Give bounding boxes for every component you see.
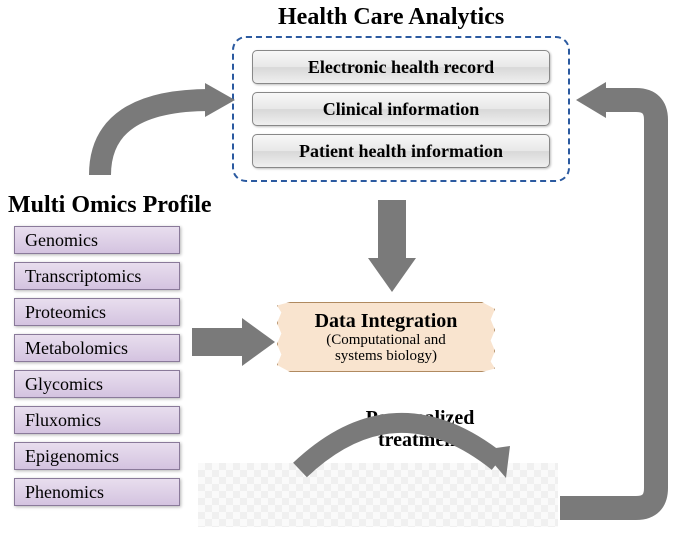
arrows-layer xyxy=(0,0,685,538)
individual-person xyxy=(524,468,540,486)
